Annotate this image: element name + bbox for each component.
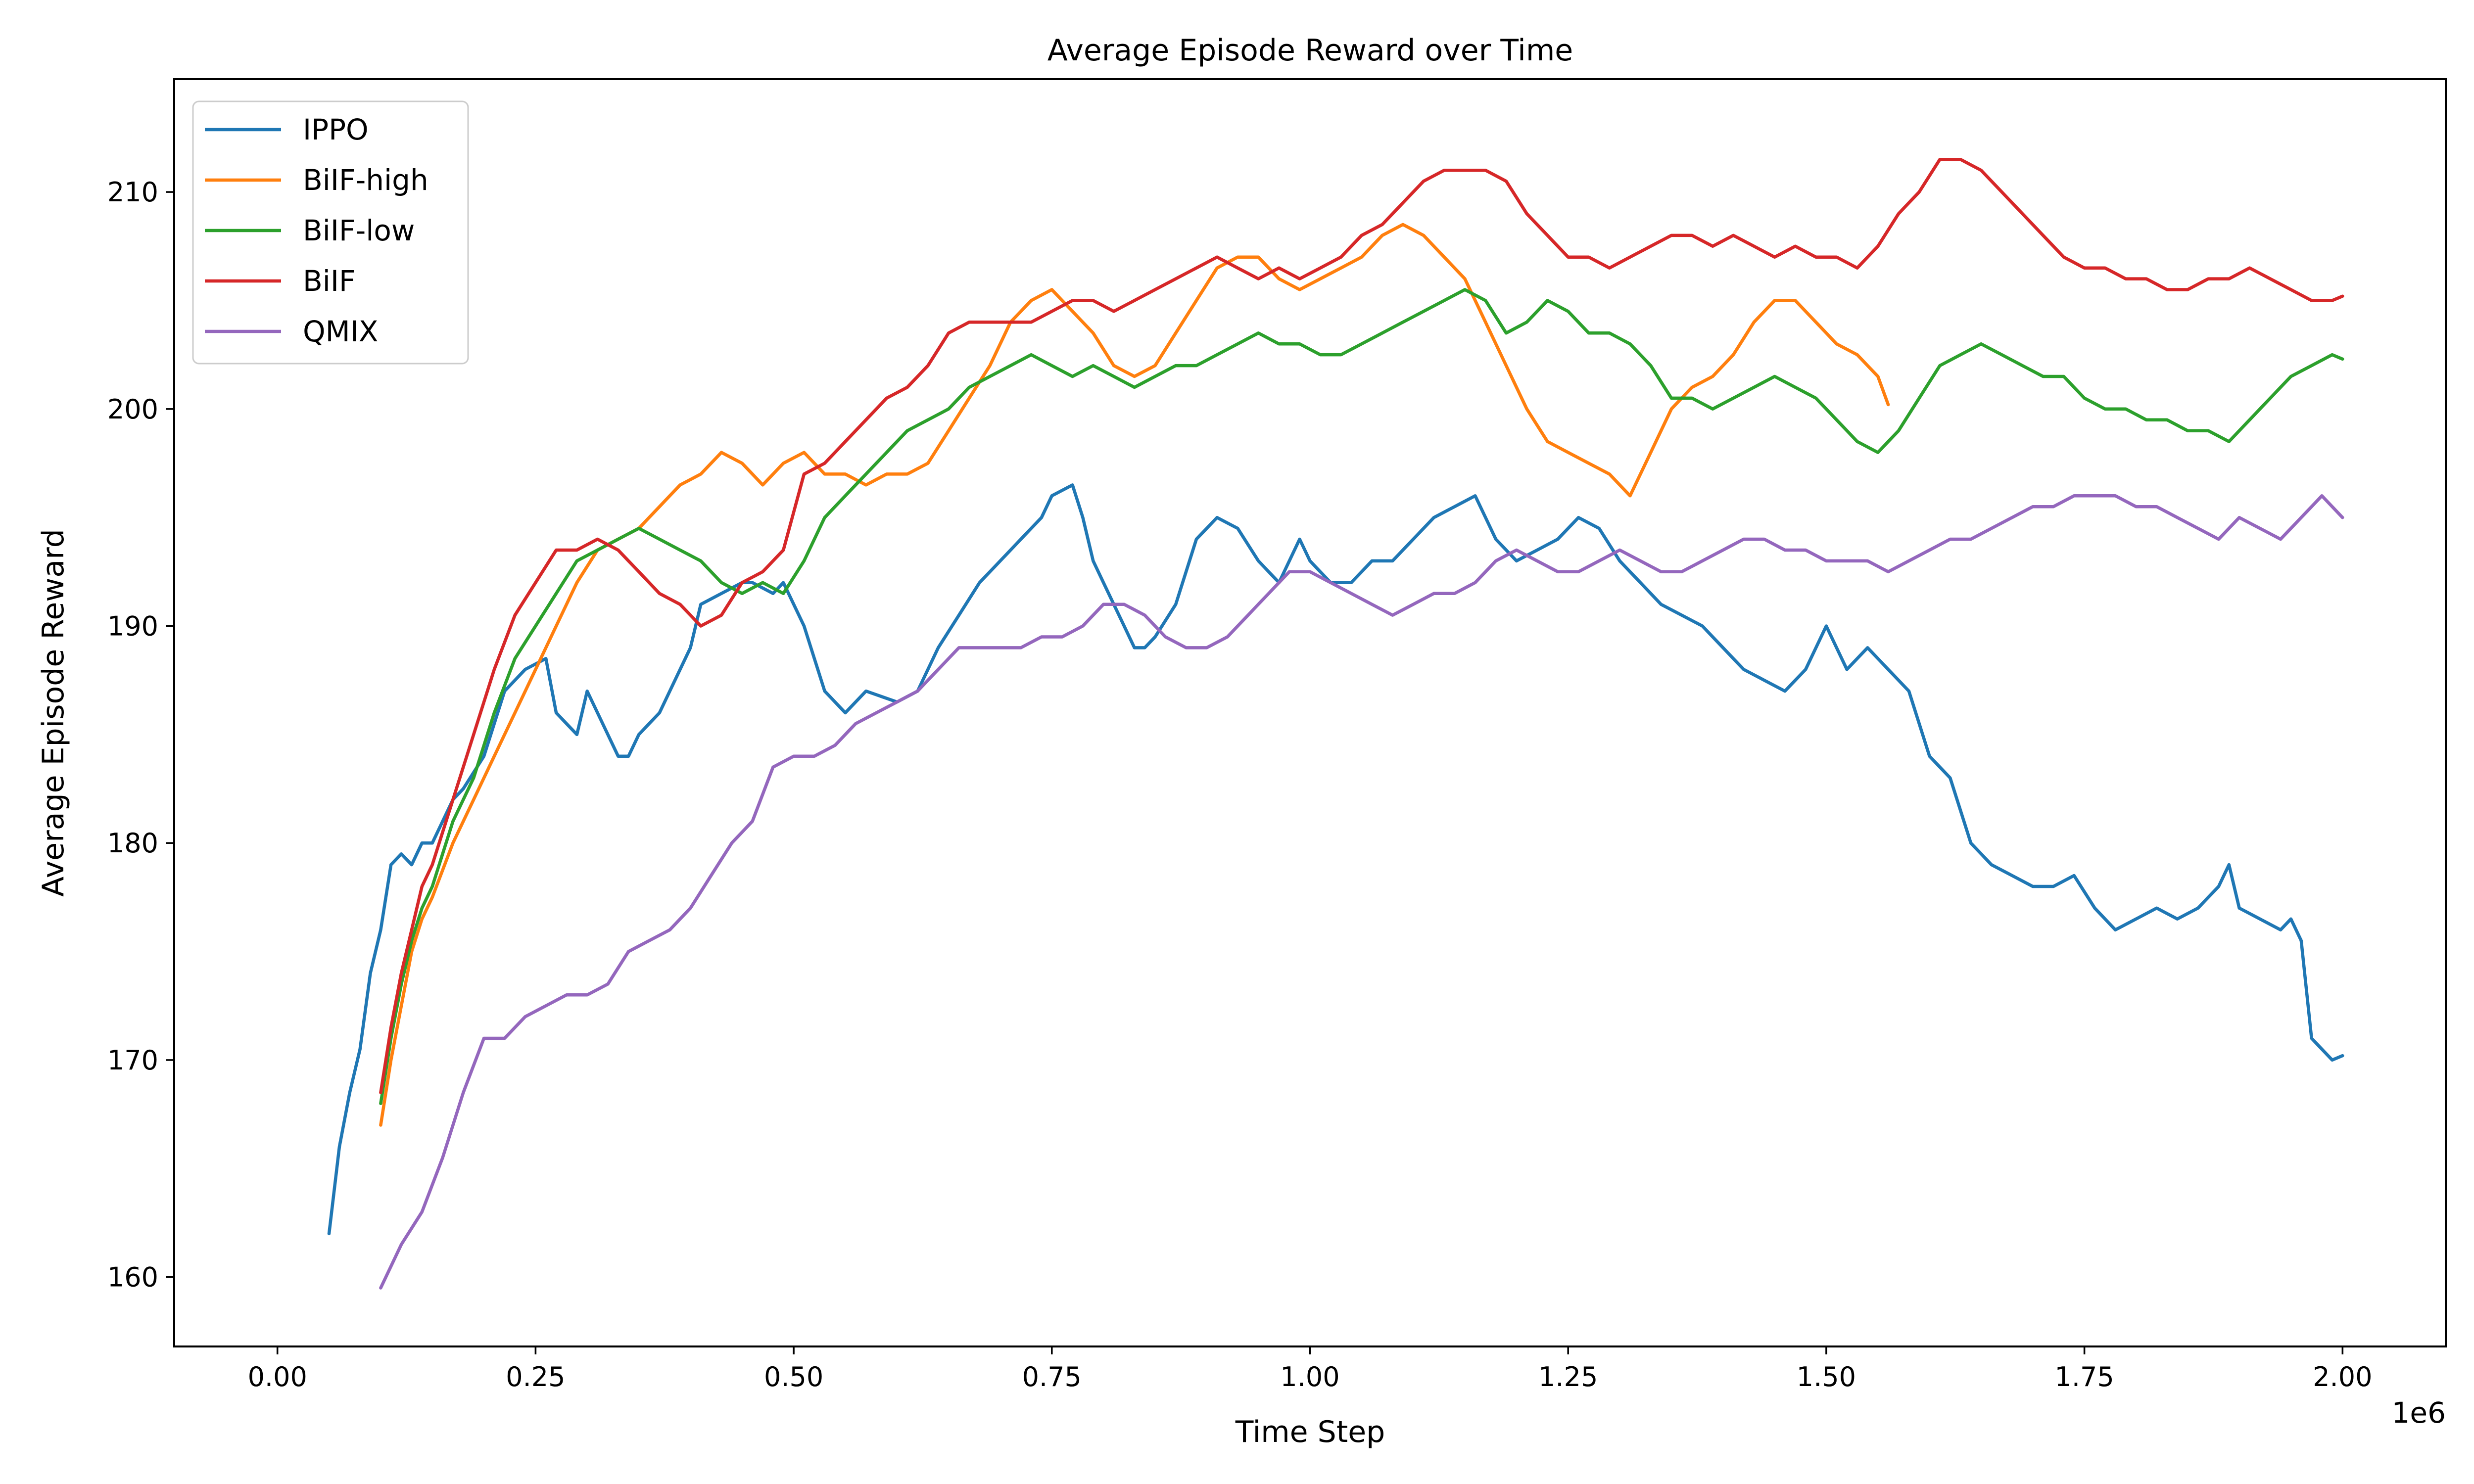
x-tick-label: 0.00 bbox=[248, 1361, 307, 1392]
legend-label-biif-high: BiIF-high bbox=[303, 163, 428, 197]
x-tick-label: 1.00 bbox=[1280, 1361, 1339, 1392]
x-axis: 0.00 0.25 0.50 0.75 1.00 1.25 1.50 1.75 2.00 bbox=[248, 1346, 2372, 1392]
y-tick-label: 200 bbox=[107, 394, 158, 425]
legend-label-qmix: QMIX bbox=[303, 315, 379, 348]
y-tick-label: 170 bbox=[107, 1045, 158, 1076]
y-tick-label: 210 bbox=[107, 177, 158, 208]
y-tick-label: 180 bbox=[107, 828, 158, 859]
y-axis: 160 170 180 190 200 210 bbox=[107, 177, 174, 1293]
plot-lines bbox=[327, 158, 2344, 1290]
series-line-ippo bbox=[327, 483, 2344, 1236]
x-tick-label: 1.75 bbox=[2054, 1361, 2114, 1392]
x-axis-label: Time Step bbox=[1235, 1415, 1385, 1449]
series-line-biif bbox=[379, 158, 2344, 1094]
x-tick-label: 0.50 bbox=[764, 1361, 823, 1392]
series-line-qmix bbox=[379, 494, 2344, 1290]
x-tick-label: 1.25 bbox=[1538, 1361, 1598, 1392]
x-tick-label: 2.00 bbox=[2313, 1361, 2372, 1392]
legend-label-biif-low: BiIF-low bbox=[303, 214, 415, 247]
legend-label-biif: BiIF bbox=[303, 264, 355, 298]
x-tick-label: 0.25 bbox=[506, 1361, 565, 1392]
x-tick-label: 0.75 bbox=[1022, 1361, 1082, 1392]
series-line-biif-high bbox=[379, 223, 1890, 1127]
chart-title: Average Episode Reward over Time bbox=[1047, 33, 1573, 68]
legend-box bbox=[192, 100, 469, 365]
y-tick-label: 190 bbox=[107, 611, 158, 642]
x-tick-label: 1.50 bbox=[1797, 1361, 1856, 1392]
legend: IPPO BiIF-high BiIF-low BiIF QMIX bbox=[192, 100, 469, 365]
series-line-biif-low bbox=[379, 288, 2344, 1105]
legend-label-ippo: IPPO bbox=[303, 113, 369, 146]
x-axis-offset-label: 1e6 bbox=[2392, 1396, 2446, 1430]
y-tick-label: 160 bbox=[107, 1262, 158, 1293]
y-axis-label: Average Episode Reward bbox=[36, 529, 71, 897]
